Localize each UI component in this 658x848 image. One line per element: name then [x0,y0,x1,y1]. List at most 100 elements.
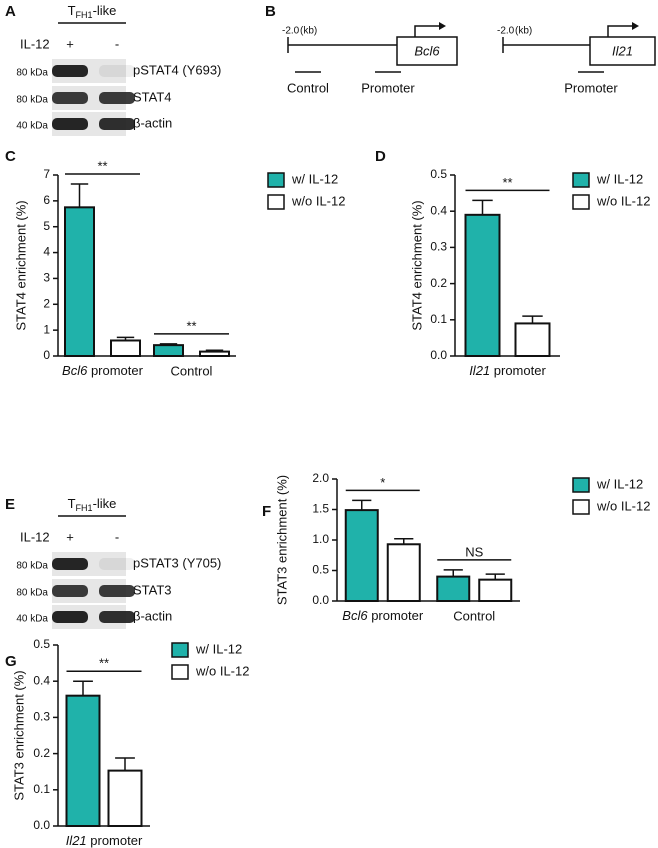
tss-arrow [414,25,439,37]
lane-label: + [66,36,74,51]
y-tick-label: 7 [43,167,50,181]
header-sub: FH1 [76,503,93,513]
legend-swatch [171,664,189,680]
start-label: -2.0 [497,26,515,37]
lane-label: - [115,36,119,51]
panel-letter: D [375,148,386,165]
legend-label: w/ IL-12 [596,171,643,186]
y-tick-label: 0.4 [430,203,447,217]
header-suffix: -like [93,3,117,18]
y-tick-label: 1.5 [312,502,329,516]
lane-label: + [66,529,74,544]
protein-label: pSTAT3 (Y705) [133,555,221,570]
significance-label: ** [186,318,196,333]
blot-band [99,611,135,623]
treatment-label: IL-12 [20,36,50,51]
blot-band [52,118,88,130]
y-tick-label: 0.1 [33,782,50,796]
legend-label: w/ IL-12 [596,476,643,491]
blot-header: TFH1-like [68,3,117,20]
legend-label: w/o IL-12 [291,193,345,208]
start-label: -2.0 [282,26,300,37]
y-tick-label: 2.0 [312,471,329,485]
bar [65,694,101,827]
legend-swatch [572,194,590,210]
legend-swatch [267,172,285,188]
protein-label: STAT3 [133,582,172,597]
error-bar [352,499,372,511]
header-suffix: -like [93,496,117,511]
panel-letter: E [5,496,15,513]
treatment-label: IL-12 [20,529,50,544]
bar [110,339,141,358]
panel-letter: C [5,148,16,165]
protein-label: β-actin [133,608,172,623]
legend-swatch [572,499,590,515]
header-main: T [68,3,76,18]
y-tick-label: 1.0 [312,532,329,546]
error-bar [522,315,543,324]
y-tick-label: 0.5 [33,637,50,651]
y-tick-label: 0.0 [430,348,447,362]
legend-label: w/o IL-12 [195,663,249,678]
unit-label: (kb) [515,26,532,37]
bar [436,575,471,602]
region-label: Control [287,80,329,95]
marker-label: 40 kDa [16,614,48,625]
y-tick-label: 0.0 [312,593,329,607]
bar [107,769,143,828]
y-tick-label: 3 [43,271,50,285]
protein-label: pSTAT4 (Y693) [133,62,221,77]
unit-label: (kb) [300,26,317,37]
blot-band [99,65,135,77]
blot-band [99,92,135,104]
y-tick-label: 0 [43,348,50,362]
blot-band [99,558,135,570]
y-axis-label: STAT3 enrichment (%) [274,475,289,605]
blot-band [99,118,135,130]
y-axis-label: STAT3 enrichment (%) [11,670,26,800]
x-tick-label: Bcl6 promoter [342,608,424,623]
x-tick-label: Control [453,608,495,623]
panel-letter: F [262,503,271,520]
y-tick-label: 6 [43,193,50,207]
blot-band [52,65,88,77]
legend-swatch [572,477,590,493]
y-tick-label: 0.2 [33,746,50,760]
marker-label: 40 kDa [16,121,48,132]
error-bar [73,680,93,696]
y-tick-label: 0.3 [430,240,447,254]
y-axis-label: STAT4 enrichment (%) [13,200,28,330]
legend-label: w/o IL-12 [596,193,650,208]
gene-box [396,36,458,66]
y-tick-label: 4 [43,245,50,259]
header-main: T [68,496,76,511]
marker-label: 80 kDa [16,588,48,599]
significance-label: ** [502,175,512,190]
y-tick-label: 0.2 [430,276,447,290]
blot-band [52,611,88,623]
tss-arrow [607,25,632,37]
marker-label: 80 kDa [16,561,48,572]
gene-box [589,36,656,66]
gene-name: Bcl6 [414,43,440,58]
marker-label: 80 kDa [16,68,48,79]
x-tick-label: Il21 promoter [66,833,143,848]
legend-label: w/o IL-12 [596,498,650,513]
blot-band [52,92,88,104]
y-tick-label: 0.3 [33,710,50,724]
y-tick-label: 0.5 [312,563,329,577]
blot-band [99,585,135,597]
x-tick-label: Control [171,363,213,378]
significance-label: ** [97,158,107,173]
protein-label: STAT4 [133,89,172,104]
header-sub: FH1 [76,10,93,20]
y-tick-label: 0.0 [33,818,50,832]
legend-label: w/ IL-12 [195,641,242,656]
significance-label: ** [99,656,109,671]
legend-label: w/ IL-12 [291,171,338,186]
y-tick-label: 0.4 [33,673,50,687]
legend-swatch [267,194,285,210]
bar [514,322,551,358]
bar [344,509,379,602]
